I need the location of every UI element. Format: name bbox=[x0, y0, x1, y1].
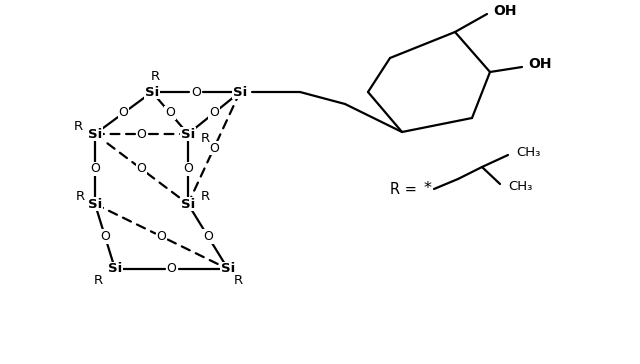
Text: Si: Si bbox=[181, 198, 195, 210]
Text: O: O bbox=[100, 230, 110, 243]
Text: Si: Si bbox=[145, 86, 159, 99]
Text: O: O bbox=[157, 230, 166, 243]
Text: CH₃: CH₃ bbox=[516, 146, 540, 159]
Text: O: O bbox=[165, 107, 175, 119]
Text: R: R bbox=[74, 119, 83, 132]
Text: Si: Si bbox=[221, 262, 235, 276]
Text: OH: OH bbox=[528, 57, 552, 71]
Text: R: R bbox=[76, 190, 84, 202]
Text: O: O bbox=[203, 230, 213, 243]
Text: R: R bbox=[200, 132, 209, 146]
Text: CH₃: CH₃ bbox=[508, 179, 532, 193]
Text: O: O bbox=[90, 162, 100, 175]
Text: O: O bbox=[118, 107, 129, 119]
Text: *: * bbox=[424, 182, 432, 197]
Text: Si: Si bbox=[88, 198, 102, 210]
Text: Si: Si bbox=[108, 262, 122, 276]
Text: O: O bbox=[209, 107, 219, 119]
Text: R: R bbox=[234, 274, 243, 288]
Text: O: O bbox=[136, 127, 147, 141]
Text: O: O bbox=[183, 162, 193, 175]
Text: R: R bbox=[93, 274, 102, 288]
Text: O: O bbox=[209, 142, 219, 154]
Text: R: R bbox=[150, 70, 159, 83]
Text: OH: OH bbox=[493, 4, 516, 18]
Text: O: O bbox=[136, 162, 147, 175]
Text: R =: R = bbox=[390, 182, 422, 197]
Text: Si: Si bbox=[88, 127, 102, 141]
Text: R: R bbox=[200, 190, 209, 202]
Text: Si: Si bbox=[181, 127, 195, 141]
Text: Si: Si bbox=[233, 86, 247, 99]
Text: O: O bbox=[166, 262, 177, 276]
Text: O: O bbox=[191, 86, 201, 99]
